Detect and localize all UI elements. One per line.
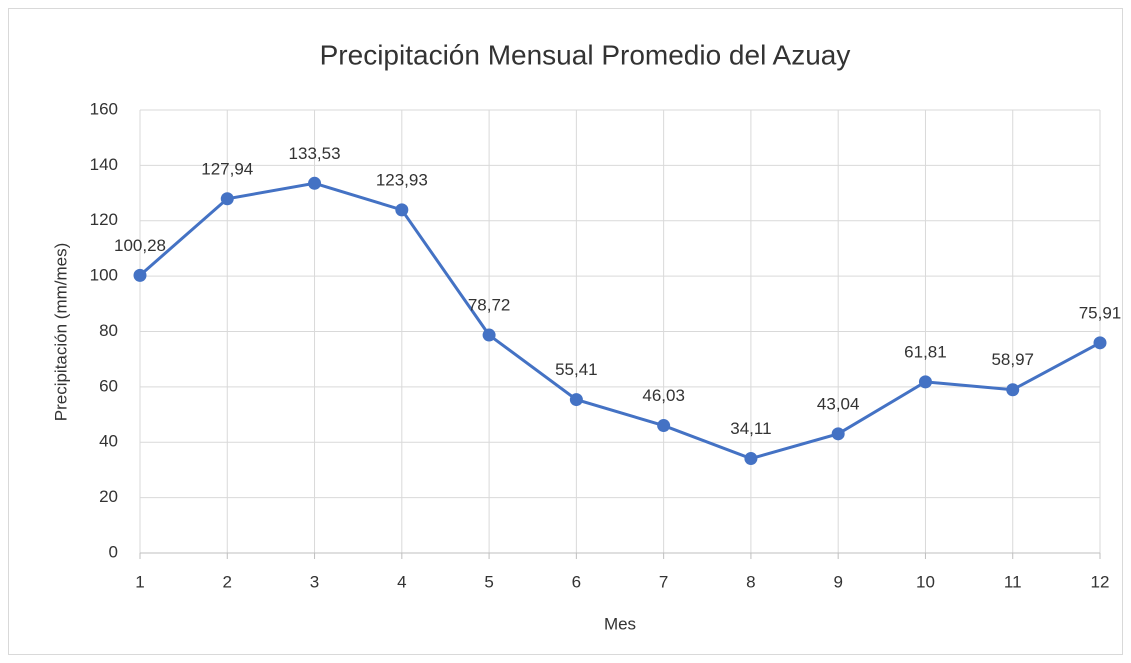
data-point: [657, 419, 671, 433]
data-label: 58,97: [991, 350, 1034, 369]
x-tick-label: 6: [572, 572, 581, 591]
data-label: 55,41: [555, 360, 598, 379]
x-tick-label: 8: [746, 572, 755, 591]
data-label: 127,94: [201, 159, 253, 178]
data-point: [308, 176, 322, 190]
y-tick-label: 160: [90, 99, 118, 118]
y-axis-label: Precipitación (mm/mes): [51, 243, 70, 422]
x-tick-label: 1: [135, 572, 144, 591]
data-point: [395, 203, 409, 217]
data-label: 46,03: [642, 386, 685, 405]
x-tick-label: 11: [1004, 572, 1022, 591]
x-tick-label: 5: [484, 572, 493, 591]
y-tick-label: 100: [90, 266, 118, 285]
x-tick-label: 4: [397, 572, 406, 591]
data-point: [744, 452, 758, 466]
y-tick-label: 40: [99, 432, 118, 451]
data-point: [482, 328, 496, 342]
y-tick-label: 0: [109, 542, 118, 561]
data-label: 75,91: [1079, 303, 1122, 322]
data-label: 78,72: [468, 296, 511, 315]
y-tick-label: 140: [90, 155, 118, 174]
y-tick-label: 20: [99, 487, 118, 506]
data-point: [918, 375, 932, 389]
data-label: 123,93: [376, 170, 428, 189]
x-axis-label: Mes: [604, 614, 636, 633]
x-tick-label: 9: [833, 572, 842, 591]
data-point: [831, 427, 845, 441]
data-point: [1093, 336, 1107, 350]
data-point: [569, 393, 583, 407]
data-label: 34,11: [730, 419, 771, 438]
x-tick-label: 10: [916, 572, 935, 591]
y-tick-label: 80: [99, 321, 118, 340]
data-label: 61,81: [904, 342, 947, 361]
data-label: 133,53: [289, 144, 341, 163]
x-tick-label: 2: [223, 572, 232, 591]
y-tick-label: 60: [99, 376, 118, 395]
chart-title: Precipitación Mensual Promedio del Azuay: [320, 39, 851, 70]
data-point: [220, 192, 234, 206]
data-label: 43,04: [817, 394, 860, 413]
data-point: [133, 268, 147, 282]
data-label: 100,28: [114, 236, 166, 255]
series-line: [139, 181, 1101, 461]
x-tick-label: 12: [1091, 572, 1110, 591]
y-tick-label: 120: [90, 210, 118, 229]
data-point: [1006, 383, 1020, 397]
x-tick-label: 7: [659, 572, 668, 591]
x-tick-label: 3: [310, 572, 319, 591]
